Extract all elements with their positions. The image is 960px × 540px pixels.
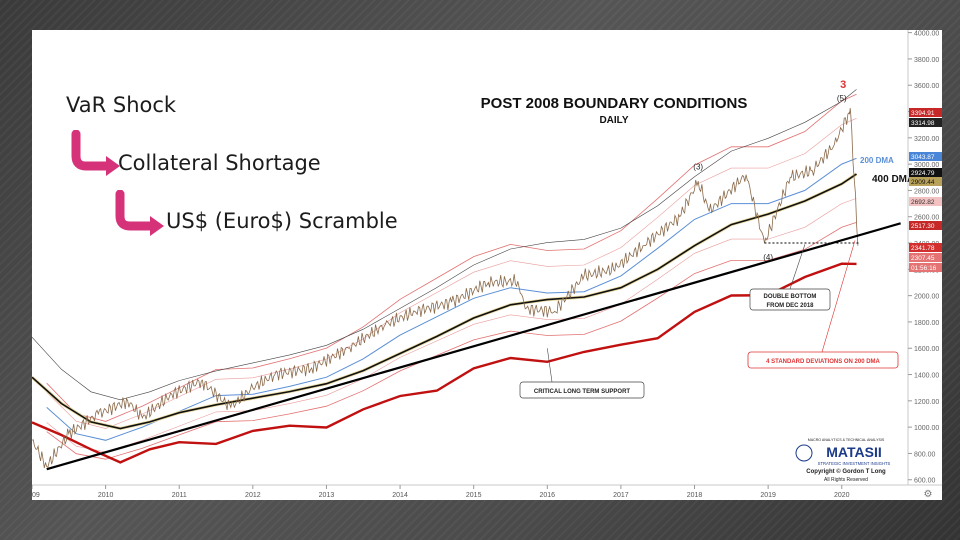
chart-title: POST 2008 BOUNDARY CONDITIONS bbox=[481, 95, 748, 112]
deviation-band-line bbox=[46, 118, 857, 429]
price-tag-label: 3043.87 bbox=[911, 154, 935, 161]
lower-band-thick bbox=[32, 262, 857, 464]
price-tag-label: 2517.30 bbox=[911, 223, 935, 230]
y-tick-label: 3600.00 bbox=[914, 83, 939, 90]
price-tag bbox=[909, 108, 942, 117]
x-tick-label: 2013 bbox=[319, 492, 335, 499]
x-tick-label: 2012 bbox=[245, 492, 261, 499]
support-callout bbox=[519, 381, 645, 399]
support-trendline bbox=[46, 222, 901, 471]
bullet-usd-scramble: US$ (Euro$) Scramble bbox=[166, 209, 398, 233]
y-tick-label: 2000.00 bbox=[914, 294, 939, 301]
y-tick-label: 1200.00 bbox=[914, 399, 939, 406]
x-tick-label: 2014 bbox=[392, 492, 408, 499]
logo-rights: All Rights Reserved bbox=[824, 477, 868, 483]
y-tick-label: 1400.00 bbox=[914, 373, 939, 380]
deviation-band-line bbox=[46, 198, 857, 453]
logo-emblem-icon bbox=[795, 444, 813, 462]
chart-subtitle: DAILY bbox=[599, 115, 628, 126]
price-tag bbox=[909, 168, 942, 177]
y-tick-label: 1600.00 bbox=[914, 346, 939, 353]
price-tag-label: 2341.78 bbox=[911, 245, 935, 252]
gear-icon: ⚙ bbox=[924, 489, 933, 500]
y-tick-label: 2800.00 bbox=[914, 188, 939, 195]
x-tick-label: 2015 bbox=[466, 492, 482, 499]
y-tick-label: 1000.00 bbox=[914, 425, 939, 432]
bullet-var-shock: VaR Shock bbox=[66, 93, 177, 117]
double-bottom-pointer bbox=[789, 244, 806, 290]
y-tick-label: 2600.00 bbox=[914, 215, 939, 222]
std-dev-callout bbox=[747, 351, 899, 369]
price-tag-label: 3394.91 bbox=[911, 110, 935, 117]
peak-count-label: 3 bbox=[840, 79, 846, 91]
price-tag-label: 01:56:16 bbox=[911, 265, 937, 272]
double-bottom-text: DOUBLE BOTTOM bbox=[764, 294, 817, 300]
dma200-line bbox=[46, 157, 857, 441]
dma200-label: 200 DMA bbox=[860, 156, 894, 165]
y-tick-label: 3000.00 bbox=[914, 162, 939, 169]
x-tick-label: 2011 bbox=[172, 492, 187, 499]
price-tag bbox=[909, 177, 942, 186]
support-pointer bbox=[546, 348, 553, 383]
logo-brand: MATASII bbox=[826, 444, 881, 460]
support-text: CRITICAL LONG TERM SUPPORT bbox=[534, 389, 631, 395]
y-tick-label: 1800.00 bbox=[914, 320, 939, 327]
y-tick-label: 3200.00 bbox=[914, 136, 939, 143]
price-tag-label: 2909.44 bbox=[911, 179, 935, 186]
price-line bbox=[32, 108, 859, 469]
price-tag bbox=[909, 221, 942, 230]
price-tag bbox=[909, 197, 942, 206]
x-tick-label: 2019 bbox=[760, 492, 776, 499]
wave-4-label: (4) bbox=[763, 253, 773, 262]
price-tag bbox=[909, 263, 942, 272]
slide: 600.00 800.00 1000.00 1200.00 1400.00 1600.00… bbox=[32, 30, 942, 500]
bullet-collateral-shortage: Collateral Shortage bbox=[118, 151, 321, 175]
y-tick-label: 4000.00 bbox=[914, 31, 939, 38]
logo-tagline: MACRO ANALYTICS & TECHNICAL ANALYSIS bbox=[808, 438, 885, 442]
x-tick-label: 2017 bbox=[613, 492, 629, 499]
std-dev-text: 4 STANDARD DEVIATIONS ON 200 DMA bbox=[766, 359, 880, 365]
arrow-icon bbox=[115, 190, 164, 236]
price-tag-label: 2924.79 bbox=[911, 170, 935, 177]
y-tick-label: 800.00 bbox=[914, 451, 936, 458]
double-bottom-text: FROM DEC 2018 bbox=[766, 303, 814, 309]
deviation-band-line bbox=[46, 93, 857, 422]
logo-subtitle: STRATEGIC INVESTMENT INSIGHTS bbox=[818, 461, 891, 466]
price-tag-label: 2307.45 bbox=[911, 255, 935, 262]
x-tick-label: 2018 bbox=[687, 492, 703, 499]
chart-canvas: 600.00 800.00 1000.00 1200.00 1400.00 1600.00… bbox=[32, 30, 942, 500]
x-tick-label: 2010 bbox=[98, 492, 114, 499]
price-tag bbox=[909, 118, 942, 127]
price-tag-label: 2692.82 bbox=[911, 199, 935, 206]
price-tag bbox=[909, 253, 942, 262]
price-tag bbox=[909, 243, 942, 252]
y-tick-label: 600.00 bbox=[914, 478, 936, 485]
arrow-icon bbox=[71, 130, 120, 176]
y-tick-label: 3800.00 bbox=[914, 57, 939, 64]
dma400-label: 400 DMA bbox=[872, 174, 914, 185]
dma400-line bbox=[32, 173, 857, 430]
std-dev-pointer bbox=[821, 240, 856, 353]
wave-5-label: (5) bbox=[837, 94, 847, 103]
deviation-band-line bbox=[46, 222, 857, 460]
x-tick-label: 2009 bbox=[32, 492, 40, 499]
upper-envelope-line bbox=[32, 89, 857, 401]
wave-3-label: (3) bbox=[693, 162, 703, 171]
price-tag-label: 3314.98 bbox=[911, 120, 935, 127]
price-tag bbox=[909, 152, 942, 161]
logo-copyright: Copyright © Gordon T Long bbox=[806, 468, 886, 475]
x-tick-label: 2020 bbox=[834, 492, 850, 499]
x-tick-label: 2016 bbox=[540, 492, 556, 499]
